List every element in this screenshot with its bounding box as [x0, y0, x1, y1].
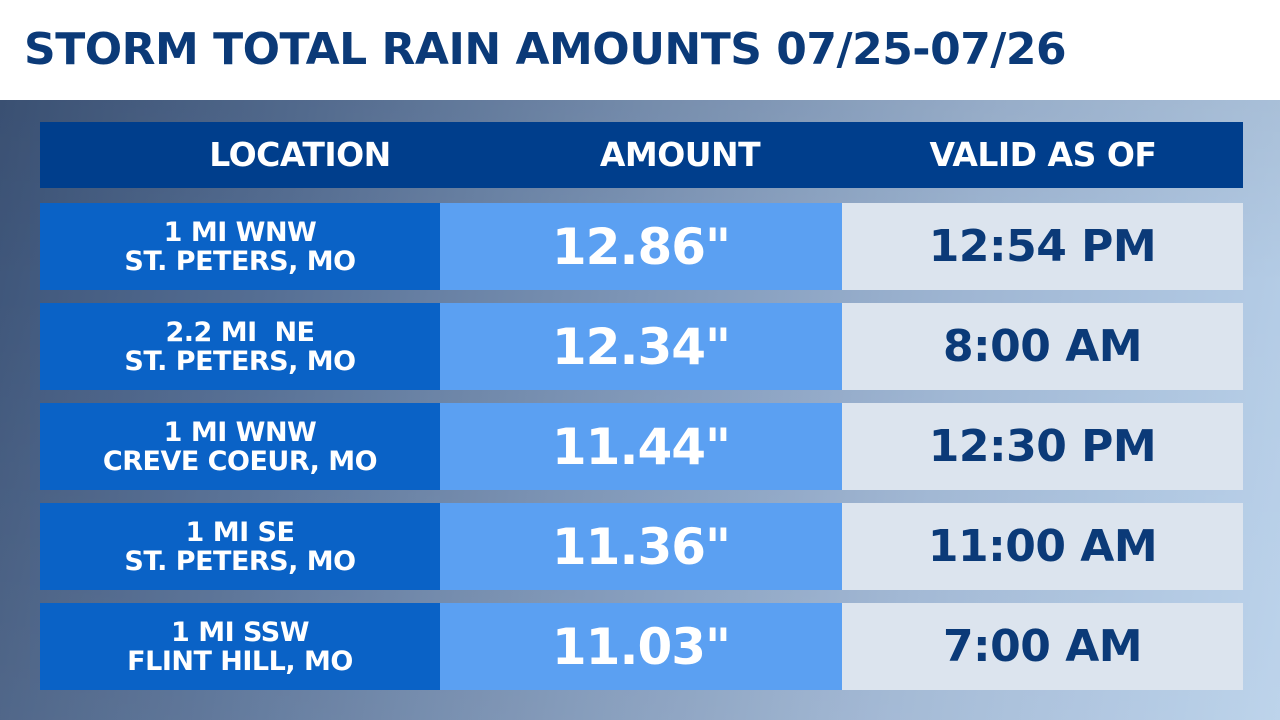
- valid-time-cell: 7:00 AM: [842, 603, 1243, 690]
- valid-time-cell: 11:00 AM: [842, 503, 1243, 590]
- location-place: ST. PETERS, MO: [124, 345, 356, 377]
- table-row: 1 MI WNW ST. PETERS, MO 12.86" 12:54 PM: [40, 203, 1243, 290]
- location-place: ST. PETERS, MO: [124, 545, 356, 577]
- location-cell: 1 MI SSW FLINT HILL, MO: [40, 603, 440, 690]
- table-row: 1 MI SE ST. PETERS, MO 11.36" 11:00 AM: [40, 503, 1243, 590]
- location-cell: 1 MI WNW ST. PETERS, MO: [40, 203, 440, 290]
- location-cell: 1 MI SE ST. PETERS, MO: [40, 503, 440, 590]
- location-place: ST. PETERS, MO: [124, 245, 356, 277]
- location-distance: 1 MI SE: [185, 516, 295, 548]
- column-header-valid-as-of: VALID AS OF: [929, 135, 1157, 174]
- location-cell: 2.2 MI NE ST. PETERS, MO: [40, 303, 440, 390]
- table-row: 2.2 MI NE ST. PETERS, MO 12.34" 8:00 AM: [40, 303, 1243, 390]
- location-distance: 1 MI WNW: [163, 216, 317, 248]
- valid-time-cell: 8:00 AM: [842, 303, 1243, 390]
- amount-cell: 12.34": [440, 303, 842, 390]
- column-header-location: LOCATION: [209, 135, 391, 174]
- location-cell: 1 MI WNW CREVE COEUR, MO: [40, 403, 440, 490]
- location-distance: 1 MI WNW: [163, 416, 317, 448]
- amount-cell: 11.44": [440, 403, 842, 490]
- column-header-amount: AMOUNT: [599, 135, 761, 174]
- valid-time-cell: 12:30 PM: [842, 403, 1243, 490]
- location-place: CREVE COEUR, MO: [102, 445, 378, 477]
- table-row: 1 MI SSW FLINT HILL, MO 11.03" 7:00 AM: [40, 603, 1243, 690]
- location-place: FLINT HILL, MO: [127, 645, 353, 677]
- amount-cell: 12.86": [440, 203, 842, 290]
- location-distance: 2.2 MI NE: [165, 316, 315, 348]
- valid-time-cell: 12:54 PM: [842, 203, 1243, 290]
- page-title: STORM TOTAL RAIN AMOUNTS 07/25-07/26: [24, 24, 1067, 75]
- title-band: STORM TOTAL RAIN AMOUNTS 07/25-07/26: [0, 0, 1280, 100]
- table-header: LOCATION AMOUNT VALID AS OF: [40, 122, 1243, 188]
- table-row: 1 MI WNW CREVE COEUR, MO 11.44" 12:30 PM: [40, 403, 1243, 490]
- amount-cell: 11.36": [440, 503, 842, 590]
- location-distance: 1 MI SSW: [171, 616, 309, 648]
- amount-cell: 11.03": [440, 603, 842, 690]
